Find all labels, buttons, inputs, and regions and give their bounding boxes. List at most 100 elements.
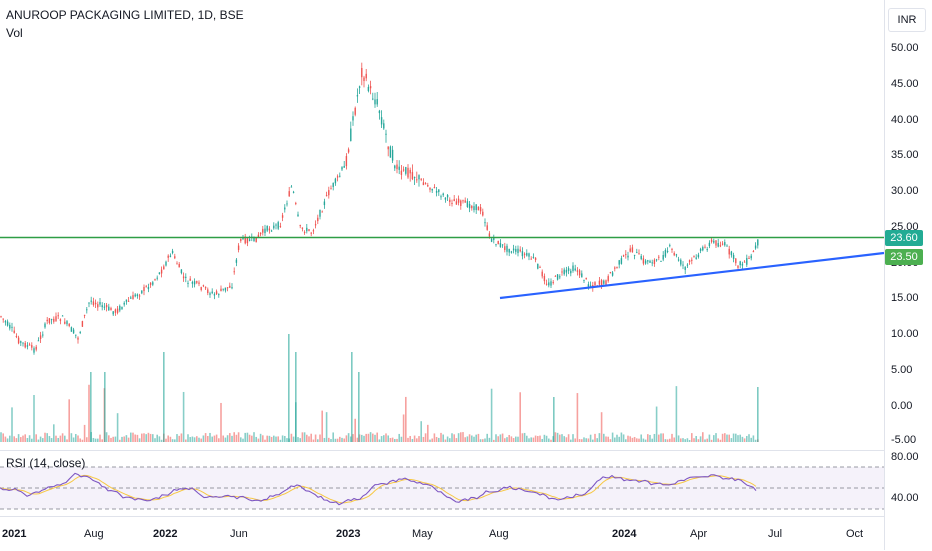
candle-body [363,77,365,82]
volume-bar [127,437,130,442]
candle-body [55,316,57,321]
candle-body [402,169,405,171]
volume-bar [479,439,482,442]
price-tick: 30.00 [891,185,919,197]
volume-bar [105,432,108,442]
volume-bar [341,437,343,442]
candle-body [389,146,392,158]
candle-body [178,264,180,268]
volume-bar [543,434,546,442]
volume-bar [499,434,502,442]
volume-bar [57,437,59,442]
volume-bar [141,433,143,442]
volume-bar [605,436,607,442]
pane-separator[interactable] [0,450,884,451]
volume-bar [748,434,750,442]
candle-body [644,260,647,264]
volume-bar [20,437,22,442]
candle-body [658,256,660,258]
rsi-label[interactable]: RSI (14, close) [6,456,86,470]
candle-body [277,222,279,229]
volume-bar [433,433,436,442]
volume-bar [570,439,572,442]
volume-bar [77,435,79,442]
candle-body [303,231,306,233]
volume-bar [622,434,625,442]
candle-body [297,214,299,217]
candle-body [407,167,409,178]
volume-bar [732,433,735,442]
candle-body [132,295,134,300]
volume-bar [539,435,541,442]
candle-body [673,253,675,256]
candle-body [20,341,22,343]
volume-bar [130,432,132,442]
volume-bar [11,407,13,442]
candle-body [697,254,700,258]
candle-body [460,200,462,206]
candle-body [647,260,649,262]
candle-body [433,187,436,189]
volume-bar [259,433,262,442]
volume-bar [603,433,605,442]
candle-body [301,227,304,229]
candle-body [451,202,453,204]
volume-bar [94,438,97,442]
trend-line [499,251,885,300]
candle-body [361,68,363,78]
volume-bar [554,432,557,442]
candle-body [125,299,128,302]
candle-body [570,270,572,274]
volume-bar [420,421,422,442]
currency-button[interactable]: INR [888,8,926,32]
volume-bar [559,434,561,442]
volume-bar [345,435,348,442]
symbol-title[interactable]: ANUROOP PACKAGING LIMITED, 1D, BSE [6,8,244,22]
candle-body [600,280,603,286]
candle-body [187,282,189,284]
candle-body [730,251,733,256]
volume-bar [191,436,194,442]
time-axis[interactable] [0,516,884,551]
volume-bar [92,437,95,442]
volume-bar [66,439,68,442]
volume-bar [374,434,376,442]
candle-body [268,228,271,231]
candle-body [33,348,35,353]
volume-label[interactable]: Vol [6,26,23,40]
candle-body [376,99,378,105]
volume-bar [530,437,532,442]
candle-body [391,149,394,161]
volume-bar [704,439,706,442]
candle-body [328,190,330,196]
volume-bar [9,435,11,442]
candle-body [198,282,200,284]
candle-body [306,227,308,232]
candle-body [715,240,717,246]
candle-body [552,282,554,284]
volume-bar [233,432,235,442]
volume-bar [178,435,180,442]
volume-bar [193,437,196,442]
candle-body [121,306,123,310]
volume-bar [356,437,359,442]
volume-bar [143,433,145,442]
volume-bar [169,436,172,442]
candle-body [42,334,44,336]
candle-body [345,156,348,167]
candle-body [455,201,458,205]
volume-bar [488,437,491,442]
candle-body [222,288,224,290]
volume-bar [655,406,658,442]
candle-body [248,239,251,241]
volume-bar [42,438,44,442]
volume-bar [442,434,444,442]
candle-body [66,321,68,325]
candle-body [420,178,422,180]
volume-bar [310,433,312,442]
price-scale[interactable] [884,0,932,550]
candle-body [92,301,95,305]
volume-bar [53,424,55,442]
candle-body [81,321,84,327]
